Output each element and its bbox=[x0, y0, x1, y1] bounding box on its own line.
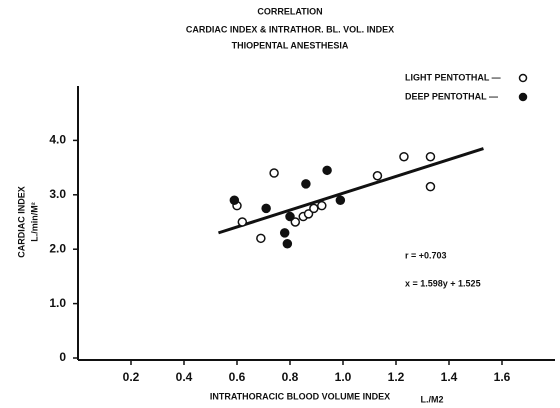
x-axis-unit: L./M2 bbox=[420, 394, 443, 404]
x-tick-label: 1.2 bbox=[388, 370, 405, 384]
legend-label: DEEP PENTOTHAL — bbox=[405, 91, 498, 101]
point bbox=[322, 165, 332, 176]
point bbox=[317, 200, 327, 211]
x-tick-label: 0.2 bbox=[123, 370, 140, 384]
x-tick-label: 0.4 bbox=[176, 370, 193, 384]
y-tick-label: 0 bbox=[59, 350, 66, 364]
x-tick-label: 1.0 bbox=[335, 370, 352, 384]
point bbox=[425, 151, 436, 162]
point bbox=[309, 203, 319, 214]
y-tick-label: 3.0 bbox=[49, 187, 66, 201]
point bbox=[256, 233, 266, 244]
legend-label: LIGHT PENTOTHAL — bbox=[405, 72, 501, 82]
regression-line bbox=[217, 147, 484, 235]
point bbox=[290, 217, 301, 227]
point bbox=[237, 217, 248, 227]
point bbox=[425, 181, 436, 192]
x-tick-label: 1.4 bbox=[441, 370, 458, 384]
x-tick-label: 0.6 bbox=[229, 370, 246, 384]
point bbox=[269, 168, 279, 178]
legend-marker bbox=[518, 73, 528, 83]
x-tick-label: 1.6 bbox=[494, 370, 511, 384]
x-tick-label: 0.8 bbox=[282, 370, 299, 384]
point bbox=[229, 195, 240, 205]
y-axis-label: CARDIAC INDEX bbox=[16, 186, 26, 258]
point bbox=[399, 151, 409, 162]
point bbox=[282, 239, 293, 249]
annotation: r = +0.703 bbox=[405, 250, 447, 260]
point bbox=[301, 179, 311, 189]
chart-title: CARDIAC INDEX & INTRATHOR. BL. VOL. INDE… bbox=[186, 24, 394, 34]
chart-title: CORRELATION bbox=[257, 6, 322, 16]
point bbox=[279, 228, 290, 238]
y-axis-label: L./min/M² bbox=[29, 202, 39, 242]
point bbox=[303, 209, 314, 219]
annotation: x = 1.598y + 1.525 bbox=[405, 278, 481, 288]
point bbox=[335, 195, 346, 205]
point bbox=[285, 211, 295, 222]
legend-marker bbox=[518, 92, 528, 102]
y-tick-label: 1.0 bbox=[49, 296, 66, 310]
point bbox=[372, 171, 383, 181]
y-tick-label: 2.0 bbox=[49, 241, 66, 255]
point bbox=[261, 203, 271, 214]
y-tick-label: 4.0 bbox=[49, 133, 66, 147]
chart-title: THIOPENTAL ANESTHESIA bbox=[232, 40, 349, 50]
x-axis-label: INTRATHORACIC BLOOD VOLUME INDEX bbox=[210, 391, 390, 401]
